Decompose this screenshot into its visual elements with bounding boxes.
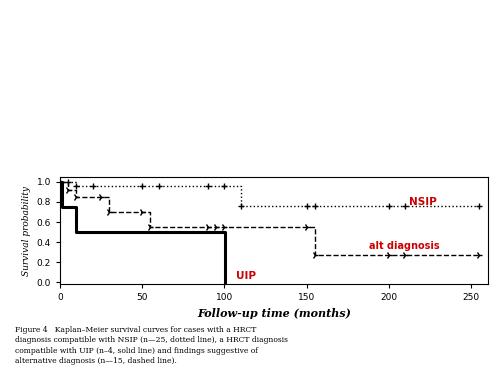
Text: Mean survivals of patients:: Mean survivals of patients: [18,13,206,26]
Y-axis label: Survival probability: Survival probability [22,186,31,276]
Text: HRCT diagnosis of  UIP: 42 mths: HRCT diagnosis of UIP: 42 mths [18,72,239,85]
Text: HRCT diagnosis  of  NSIP: 160 mths: HRCT diagnosis of NSIP: 160 mths [18,41,262,54]
Text: UIP: UIP [236,271,256,281]
Text: NSIP: NSIP [408,197,436,207]
Text: alt diagnosis: alt diagnosis [369,241,440,251]
Text: Figure 4   Kaplan–Meier survival curves for cases with a HRCT
diagnosis compatib: Figure 4 Kaplan–Meier survival curves fo… [15,326,288,365]
X-axis label: Follow-up time (months): Follow-up time (months) [197,308,350,319]
